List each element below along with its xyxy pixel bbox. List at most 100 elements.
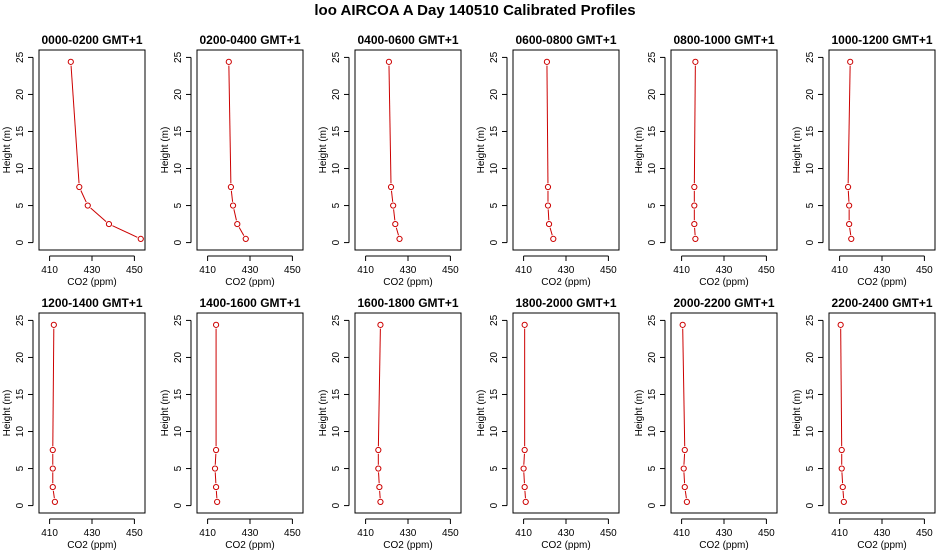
x-axis-label: CO2 (ppm) [67,277,116,288]
y-tick-label: 0 [805,502,816,508]
y-tick-label: 20 [15,351,26,363]
y-axis-label: Height (m) [792,127,803,174]
y-tick-label: 20 [489,88,500,100]
data-point [234,220,241,228]
data-point [545,220,553,228]
plot-frame [670,49,778,251]
series-segment [842,490,845,499]
y-tick-label: 15 [489,388,500,400]
data-point [229,202,237,209]
panel-0: 0000-0200 GMT+1 410 430 450 0 5 10 15 20 25 CO2 (p… [2,33,146,288]
data-point [375,446,382,454]
y-tick-label: 0 [647,239,658,245]
y-axis-label: Height (m) [160,127,171,174]
x-axis-label: CO2 (ppm) [383,277,432,288]
panel-title: 0000-0200 GMT+1 [41,33,142,47]
y-tick-label: 20 [331,351,342,363]
y-axis-label: Height (m) [318,127,329,174]
panel-title: 1800-2000 GMT+1 [515,296,616,310]
plot-frame [828,49,936,251]
y-tick-label: 5 [15,202,26,208]
y-tick-label: 0 [489,502,500,508]
y-axis-label: Height (m) [2,127,13,174]
y-tick-label: 10 [489,163,500,175]
y-tick-label: 5 [331,465,342,471]
data-point [377,321,384,328]
y-tick-label: 15 [331,388,342,400]
plot-frame [828,312,936,514]
series-segment [390,190,394,202]
y-tick-label: 20 [647,351,658,363]
y-tick-label: 25 [331,314,342,326]
y-tick-label: 10 [647,163,658,175]
series-segment [214,472,217,484]
y-tick-label: 15 [331,125,342,137]
panel-title: 1200-1400 GMT+1 [41,296,142,310]
data-point [680,465,687,472]
series-segment [524,490,526,499]
panel-title: 2200-2400 GMT+1 [831,296,932,310]
series-segment [228,65,232,184]
y-tick-label: 15 [173,388,184,400]
y-tick-label: 25 [173,51,184,63]
x-axis-label: CO2 (ppm) [541,277,590,288]
x-tick-label: 430 [874,528,891,539]
y-tick-label: 5 [489,465,500,471]
data-point [212,321,220,328]
y-tick-label: 10 [805,163,816,175]
y-tick-label: 10 [173,426,184,438]
y-tick-label: 5 [173,465,184,471]
y-tick-label: 15 [15,388,26,400]
data-point [846,202,853,209]
series-segment [214,453,217,465]
x-tick-label: 430 [558,265,575,276]
x-tick-label: 450 [126,265,143,276]
y-axis-label: Height (m) [476,127,487,174]
y-tick-label: 20 [173,88,184,100]
x-tick-label: 410 [357,528,374,539]
y-tick-label: 10 [331,426,342,438]
series-segment [395,227,399,236]
y-tick-label: 25 [15,51,26,63]
x-tick-label: 450 [284,528,301,539]
chart-main-title: loo AIRCOA A Day 140510 Calibrated Profi… [314,2,636,19]
series-segment [682,328,686,447]
y-tick-label: 15 [805,125,816,137]
data-point [521,446,528,454]
panel-title: 0800-1000 GMT+1 [673,33,774,47]
data-point [227,183,235,191]
series-segment [693,65,696,184]
data-point [137,235,144,242]
x-tick-label: 430 [400,265,417,276]
y-tick-label: 5 [647,202,658,208]
y-tick-label: 0 [173,502,184,508]
data-point [683,498,691,505]
y-axis-label: Height (m) [2,390,13,437]
y-axis-label: Height (m) [160,390,171,437]
series-segment [379,490,381,499]
series-segment [683,472,686,484]
data-point [49,446,56,454]
series-segment [523,472,525,484]
x-tick-label: 450 [442,528,459,539]
data-point [242,235,249,242]
x-axis-label: CO2 (ppm) [225,277,274,288]
data-point [84,202,91,209]
x-axis-label: CO2 (ppm) [699,540,748,550]
series-segment [847,190,850,202]
x-tick-label: 430 [84,265,101,276]
panel-6: 1200-1400 GMT+1 410 430 450 0 5 10 15 20 25 CO2 (p… [2,296,146,550]
data-point [679,321,686,328]
series-segment [52,490,55,499]
x-tick-label: 410 [41,528,58,539]
data-point [848,235,855,242]
panel-7: 1400-1600 GMT+1 410 430 450 0 5 10 15 20 25 CO2 (p… [160,296,304,550]
x-tick-label: 450 [916,265,933,276]
series-segment [684,490,687,499]
data-point [543,58,551,65]
plot-frame [196,49,304,251]
x-tick-label: 450 [916,528,933,539]
panel-2: 0400-0600 GMT+1 410 430 450 0 5 10 15 20 25 CO2 (p… [318,33,462,288]
plot-frame [354,49,462,251]
